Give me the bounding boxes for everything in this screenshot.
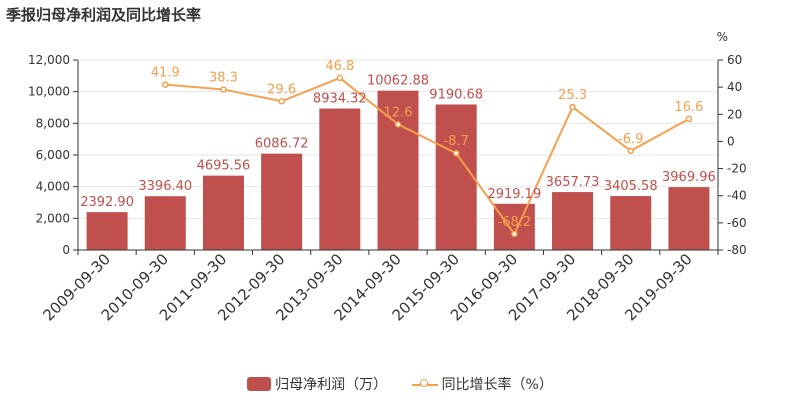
growth-point-label: 25.3 (558, 88, 587, 103)
legend-line-swatch (411, 377, 438, 391)
growth-point (162, 81, 169, 88)
growth-point (452, 149, 460, 157)
profit-bar (377, 90, 419, 250)
right-axis-unit: % (716, 30, 728, 44)
profit-bar-label: 3657.73 (546, 175, 600, 190)
growth-point (394, 121, 402, 128)
profit-bar (610, 196, 652, 250)
profit-bar-label: 2919.19 (487, 187, 541, 202)
profit-bar (261, 153, 303, 250)
growth-point (569, 103, 576, 111)
chart-title: 季报归母净利润及同比增长率 (6, 6, 202, 24)
growth-point-label: 46.8 (325, 59, 354, 74)
profit-bar (319, 108, 361, 250)
growth-line (165, 76, 690, 236)
profit-bar (435, 104, 477, 251)
growth-point (336, 74, 344, 82)
legend-item-profit[interactable]: 归母净利润（万） (247, 374, 387, 394)
profit-bar-label: 3396.40 (138, 179, 192, 194)
legend-item-growth[interactable]: 同比增长率（%） (411, 374, 553, 394)
profit-bar (493, 203, 535, 250)
legend-label-growth: 同比增长率（%） (441, 377, 553, 393)
growth-point-label: 12.6 (384, 105, 413, 120)
profit-bar-label: 2392.90 (80, 195, 134, 210)
profit-bar (202, 175, 244, 250)
growth-point-label: 38.3 (209, 70, 238, 85)
profit-bar-label: 3969.96 (662, 170, 716, 185)
growth-point-label: 41.9 (151, 66, 180, 81)
profit-bar-label: 4695.56 (197, 159, 251, 174)
growth-point (685, 115, 693, 123)
profit-bar-label: 9190.68 (429, 87, 483, 102)
left-tick-label: 4,000 (36, 180, 70, 194)
right-tick-label: 0 (727, 134, 735, 148)
legend: 归母净利润（万） 同比增长率（%） (0, 374, 800, 395)
left-tick-label: 2,000 (36, 211, 70, 225)
legend-bar-swatch (247, 377, 272, 391)
right-tick-label: 60 (727, 53, 742, 67)
right-tick-label: -20 (727, 162, 747, 176)
left-tick-label: 10,000 (28, 85, 70, 99)
profit-bar (668, 187, 710, 250)
legend-label-profit: 归母净利润（万） (275, 377, 388, 393)
profit-bar (144, 196, 186, 250)
profit-bar-label: 6086.72 (255, 137, 309, 152)
left-tick-label: 6,000 (36, 148, 70, 162)
growth-point-label: 29.6 (267, 82, 296, 97)
growth-line-series (162, 74, 693, 238)
growth-point (278, 98, 285, 105)
left-tick-label: 12,000 (28, 53, 70, 67)
profit-bar (86, 212, 128, 250)
right-tick-label: 40 (727, 80, 742, 94)
data-labels: 2392.90 3396.40 4695.56 6086.72 8934.3210062… (80, 59, 716, 230)
left-tick-label: 8,000 (36, 116, 70, 130)
profit-bar (552, 192, 594, 250)
right-tick-label: -60 (727, 216, 747, 230)
growth-point-label: 16.6 (674, 100, 703, 115)
growth-point-label: -8.7 (443, 134, 468, 149)
right-tick-label: -80 (727, 243, 747, 257)
right-tick-label: -40 (727, 189, 747, 203)
growth-point-label: -6.9 (618, 132, 643, 147)
bar-series (86, 90, 710, 251)
growth-point (627, 147, 634, 155)
growth-point (220, 86, 227, 93)
growth-point (511, 230, 518, 238)
left-tick-label: 0 (62, 243, 70, 257)
right-tick-label: 20 (727, 107, 742, 121)
profit-bar-label: 3405.58 (604, 179, 658, 194)
profit-bar-label: 8934.32 (313, 92, 367, 107)
growth-point-label: -68.2 (498, 215, 532, 230)
profit-bar-label: 10062.88 (367, 74, 429, 89)
